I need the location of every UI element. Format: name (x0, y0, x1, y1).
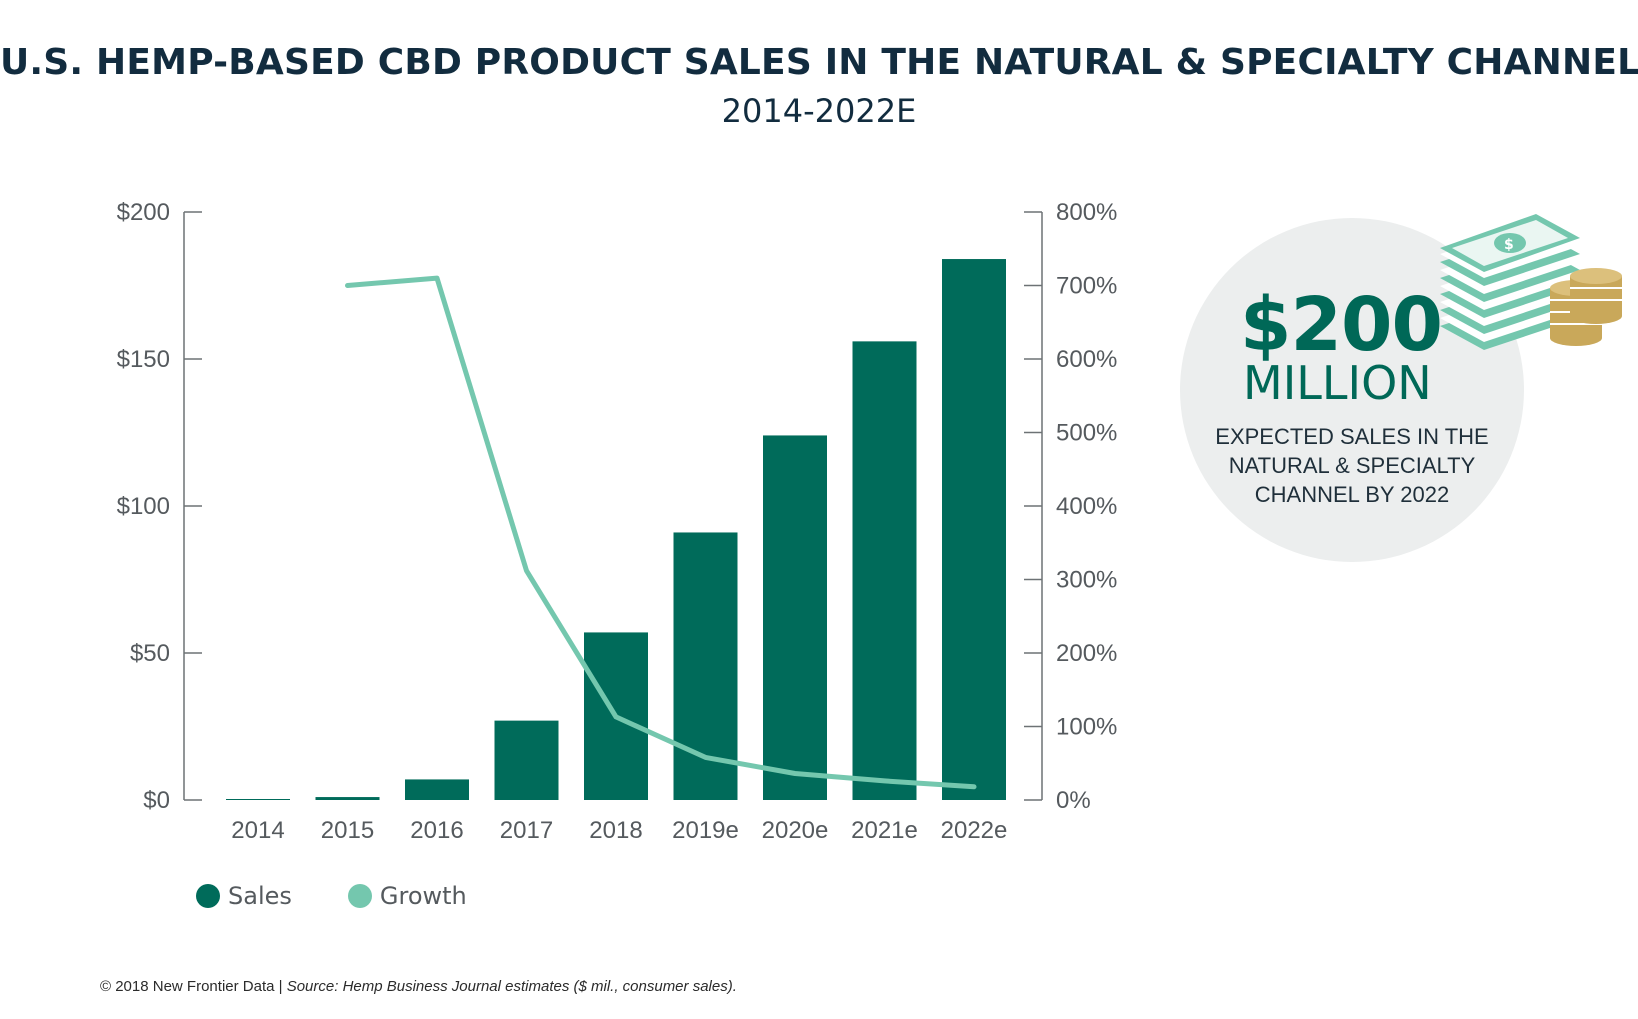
legend-swatch-growth (347, 884, 372, 908)
chart-subtitle: 2014-2022E (721, 92, 917, 130)
right-tick-label: 400% (1056, 493, 1117, 520)
callout-line-3: CHANNEL BY 2022 (1254, 482, 1450, 507)
sales-bar (494, 720, 559, 800)
growth-line (345, 275, 977, 790)
chart-axes (183, 211, 1043, 801)
left-tick-label: $200 (117, 199, 170, 226)
coin-stack-icon (1550, 268, 1622, 346)
callout-line-1: EXPECTED SALES IN THE (1215, 424, 1489, 449)
x-tick-label: 2020e (762, 817, 829, 844)
sales-bar (942, 259, 1006, 800)
right-tick-label: 500% (1056, 420, 1117, 447)
legend-label-growth: Growth (379, 882, 467, 910)
legend-item-sales: Sales (196, 882, 292, 910)
bill-stack: $ (1440, 214, 1580, 350)
right-tick-label: 200% (1056, 640, 1117, 667)
legend-swatch-sales (196, 884, 220, 908)
right-tick-label: 600% (1056, 346, 1117, 373)
x-tick-label: 2015 (321, 817, 374, 844)
legend-label-sales: Sales (228, 882, 292, 910)
left-tick-label: $100 (117, 493, 170, 520)
sales-bar (226, 799, 290, 800)
x-tick-label: 2022e (941, 817, 1008, 844)
tick-labels: $0 $50 $100 $150 $200 0% 100% 200% 300% 400% 500% 6… (117, 199, 1118, 844)
callout-description: EXPECTED SALES IN THE NATURAL & SPECIALT… (1196, 422, 1508, 509)
callout-unit: MILLION (1243, 356, 1432, 410)
growth-line-group (345, 275, 977, 790)
x-tick-label: 2014 (231, 817, 284, 844)
right-tick-label: 100% (1056, 714, 1117, 741)
chart-title: U.S. HEMP-BASED CBD PRODUCT SALES IN THE… (0, 42, 1638, 83)
right-tick-label: 0% (1056, 787, 1091, 814)
x-tick-label: 2019e (672, 817, 739, 844)
x-tick-label: 2018 (589, 817, 642, 844)
footer-source: Source: Hemp Business Journal estimates … (286, 978, 737, 995)
right-tick-label: 700% (1056, 273, 1117, 300)
x-tick-label: 2016 (410, 817, 463, 844)
right-tick-label: 800% (1056, 199, 1117, 226)
svg-text:$: $ (1504, 237, 1514, 253)
sales-bar (763, 435, 827, 800)
left-tick-label: $150 (117, 346, 170, 373)
callout-line-2: NATURAL & SPECIALTY (1228, 453, 1476, 478)
footer-copyright: © 2018 New Frontier Data | (100, 978, 287, 995)
sales-bar (315, 797, 380, 800)
x-tick-label: 2017 (500, 817, 553, 844)
money-stack-icon: $ (1440, 214, 1622, 350)
legend-item-growth: Growth (347, 882, 467, 910)
footer: © 2018 New Frontier Data | Source: Hemp … (100, 978, 737, 995)
sales-bar (405, 779, 469, 800)
left-tick-label: $50 (130, 640, 170, 667)
legend: Sales Growth (196, 882, 523, 910)
sales-bar (852, 341, 917, 800)
x-tick-label: 2021e (851, 817, 918, 844)
callout-amount: $200 (1240, 282, 1443, 368)
right-tick-label: 300% (1056, 567, 1117, 594)
left-tick-label: $0 (143, 787, 170, 814)
